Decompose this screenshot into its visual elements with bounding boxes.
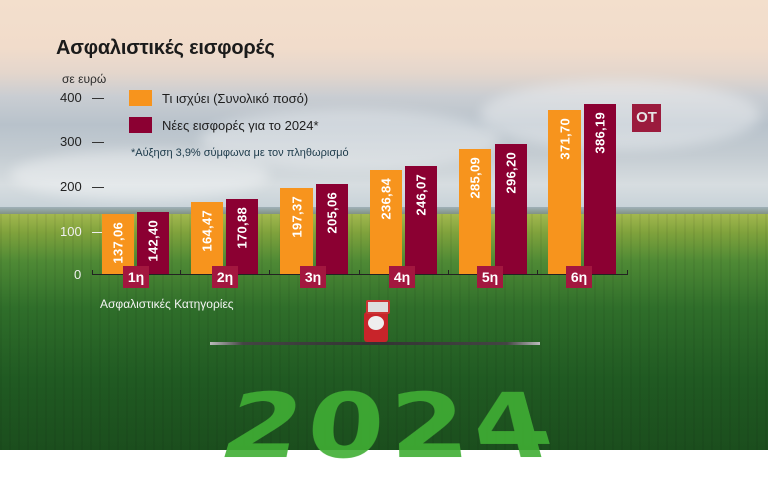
- y-tick-200: 200: [60, 180, 105, 194]
- bar-new-3: 205,06: [316, 184, 348, 274]
- bar-new-6: 386,19: [584, 104, 616, 274]
- x-tick: [359, 270, 360, 275]
- category-label-3: 3η: [300, 266, 326, 288]
- x-tick: [448, 270, 449, 275]
- bar-new-1: 142,40: [137, 212, 169, 274]
- bar-new-2: 170,88: [226, 199, 258, 274]
- bar-value: 197,37: [289, 196, 304, 238]
- bar-value: 246,07: [413, 174, 429, 216]
- bar-value: 137,06: [110, 222, 126, 264]
- bar-value: 371,70: [557, 118, 572, 160]
- bar-value: 164,47: [199, 210, 215, 252]
- bar-current-4: 236,84: [370, 170, 402, 274]
- y-tick-0: 0: [74, 267, 82, 282]
- legend-swatch-orange: [129, 90, 152, 106]
- bar-current-2: 164,47: [191, 202, 223, 274]
- bar-current-6: 371,70: [548, 110, 581, 274]
- ot-logo: OT: [632, 104, 661, 132]
- x-tick: [92, 270, 93, 275]
- bar-value: 170,88: [234, 207, 250, 249]
- cloud: [10, 150, 270, 200]
- bar-current-5: 285,09: [459, 149, 491, 274]
- bar-current-1: 137,06: [102, 214, 134, 274]
- bar-value: 142,40: [145, 220, 161, 262]
- bar-value: 285,09: [467, 157, 483, 199]
- bar-new-5: 296,20: [495, 144, 527, 274]
- legend-swatch-maroon: [129, 117, 152, 133]
- legend-item-current: Τι ισχύει (Συνολικό ποσό): [129, 90, 308, 106]
- bar-current-3: 197,37: [280, 188, 313, 274]
- category-label-2: 2η: [212, 266, 238, 288]
- x-axis-label: Ασφαλιστικές Κατηγορίες: [100, 297, 234, 311]
- x-tick: [627, 270, 628, 275]
- y-tick-300: 300: [60, 135, 105, 149]
- x-tick: [180, 270, 181, 275]
- category-label-5: 5η: [477, 266, 503, 288]
- x-tick: [269, 270, 270, 275]
- footnote: *Αύξηση 3,9% σύμφωνα με τον πληθωρισμό: [131, 147, 349, 159]
- category-label-6: 6η: [566, 266, 592, 288]
- sprayer-boom: [210, 342, 540, 345]
- bar-value: 205,06: [324, 192, 340, 234]
- bar-value: 386,19: [592, 112, 608, 154]
- legend-label-current: Τι ισχύει (Συνολικό ποσό): [162, 90, 309, 106]
- bar-value: 296,20: [503, 152, 519, 194]
- legend-label-new: Νέες εισφορές για το 2024*: [162, 117, 319, 133]
- y-tick-100: 100: [60, 225, 105, 239]
- x-tick: [537, 270, 538, 275]
- bar-new-4: 246,07: [405, 166, 437, 274]
- legend-item-new: Νέες εισφορές για το 2024*: [129, 117, 319, 133]
- cloud: [200, 110, 500, 170]
- bar-value: 236,84: [378, 178, 394, 220]
- chart-title: Ασφαλιστικές εισφορές: [56, 37, 275, 59]
- category-label-4: 4η: [389, 266, 415, 288]
- y-tick-400: 400: [60, 91, 105, 105]
- category-label-1: 1η: [123, 266, 149, 288]
- cloud: [480, 80, 760, 150]
- x-axis-line: [92, 274, 628, 275]
- y-axis-unit: σε ευρώ: [62, 72, 107, 86]
- field-year-text: 2024: [206, 377, 573, 483]
- tractor-icon: [360, 300, 392, 344]
